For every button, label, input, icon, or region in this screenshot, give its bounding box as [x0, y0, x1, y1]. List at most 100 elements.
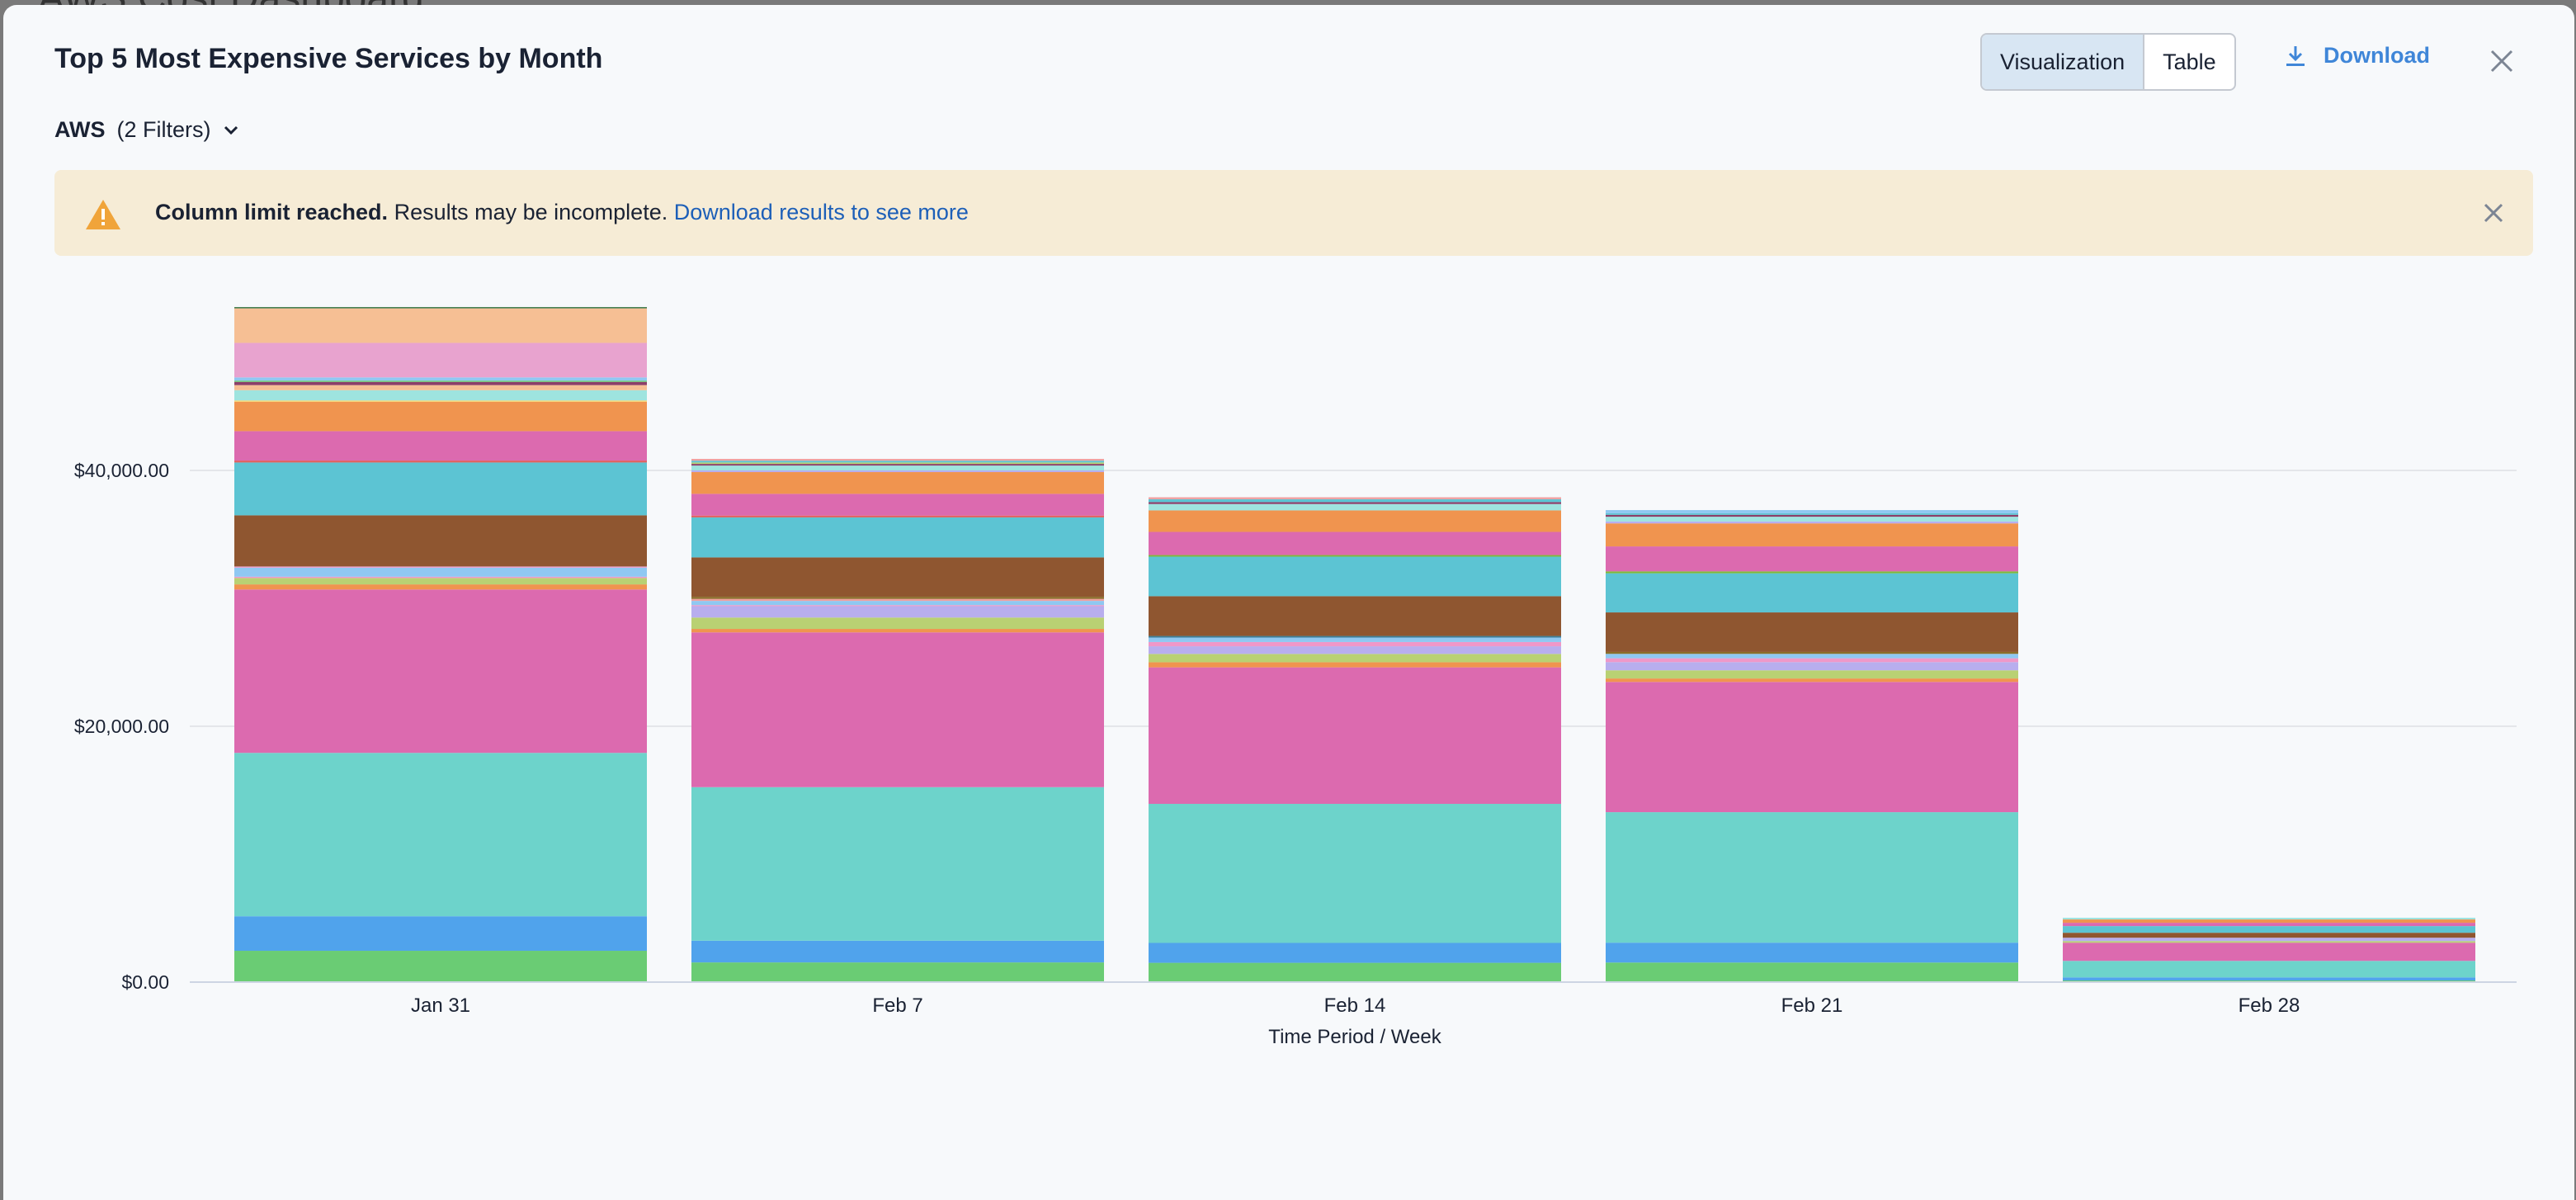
bar-segment[interactable] [1606, 514, 2018, 517]
bar-segment[interactable] [691, 606, 1104, 618]
bar-segment[interactable] [691, 515, 1104, 517]
bar-segment[interactable] [234, 462, 647, 516]
bar-segment[interactable] [1149, 498, 1561, 503]
bar-segment[interactable] [2063, 926, 2475, 933]
bar-segment[interactable] [234, 578, 647, 585]
bar-segment[interactable] [234, 385, 647, 390]
bar-segment[interactable] [234, 390, 647, 401]
bar-stack[interactable] [2063, 918, 2475, 982]
bar-segment[interactable] [1149, 497, 1561, 499]
bar-segment[interactable] [691, 632, 1104, 787]
bar-segment[interactable] [2063, 961, 2475, 978]
bar-segment[interactable] [234, 400, 647, 402]
bar-segment[interactable] [234, 584, 647, 590]
bar-segment[interactable] [691, 617, 1104, 630]
bar-stack[interactable] [691, 459, 1104, 982]
bar-segment[interactable] [1606, 523, 2018, 547]
bar-segment[interactable] [1149, 804, 1561, 943]
bar-segment[interactable] [2063, 980, 2475, 982]
bar-segment[interactable] [234, 916, 647, 952]
tab-visualization[interactable]: Visualization [1982, 35, 2145, 89]
bar-segment[interactable] [1606, 510, 2018, 513]
bar-segment[interactable] [691, 494, 1104, 516]
close-icon[interactable] [2487, 46, 2517, 76]
bar-segment[interactable] [1606, 812, 2018, 943]
bar-segment[interactable] [234, 576, 647, 579]
bar-segment[interactable] [2063, 977, 2475, 980]
bar-segment[interactable] [691, 464, 1104, 466]
bar-segment[interactable] [1606, 573, 2018, 613]
bar-segment[interactable] [1149, 555, 1561, 557]
bar-segment[interactable] [691, 940, 1104, 963]
bar-segment[interactable] [234, 308, 647, 343]
bar-segment[interactable] [1606, 962, 2018, 982]
bar-segment[interactable] [691, 472, 1104, 494]
bar-segment[interactable] [2063, 923, 2475, 927]
bar-stack[interactable] [234, 307, 647, 982]
download-button[interactable]: Download [2286, 43, 2430, 69]
bar-segment[interactable] [1606, 612, 2018, 652]
bar-segment[interactable] [2063, 943, 2475, 961]
bar-segment[interactable] [691, 629, 1104, 633]
bar-stack[interactable] [1606, 510, 2018, 982]
bar-segment[interactable] [691, 461, 1104, 463]
bar-segment[interactable] [1606, 662, 2018, 671]
bar-segment[interactable] [1606, 521, 2018, 524]
bar-segment[interactable] [1149, 596, 1561, 636]
bar-segment[interactable] [691, 597, 1104, 599]
download-results-link[interactable]: Download results to see more [673, 200, 969, 224]
bar-segment[interactable] [1149, 502, 1561, 504]
bar-segment[interactable] [691, 465, 1104, 470]
bar-segment[interactable] [234, 515, 647, 567]
bar-segment[interactable] [2063, 938, 2475, 942]
bar-segment[interactable] [1149, 662, 1561, 668]
bar-segment[interactable] [1606, 678, 2018, 683]
bar-segment[interactable] [691, 962, 1104, 982]
bar-segment[interactable] [234, 566, 647, 568]
bar-stack[interactable] [1149, 497, 1561, 982]
bar-segment[interactable] [1606, 670, 2018, 679]
bar-segment[interactable] [234, 380, 647, 382]
bar-segment[interactable] [1149, 646, 1561, 654]
bar-segment[interactable] [691, 605, 1104, 607]
bar-segment[interactable] [234, 461, 647, 463]
bar-segment[interactable] [234, 377, 647, 381]
bar-segment[interactable] [1149, 556, 1561, 597]
bar-segment[interactable] [691, 601, 1104, 606]
bar-segment[interactable] [2063, 919, 2475, 924]
bar-segment[interactable] [1606, 571, 2018, 574]
bar-segment[interactable] [234, 589, 647, 754]
bar-segment[interactable] [234, 343, 647, 378]
bar-segment[interactable] [691, 557, 1104, 598]
filter-dropdown[interactable]: AWS (2 Filters) [54, 117, 239, 143]
bar-segment[interactable] [234, 431, 647, 461]
bar-segment[interactable] [691, 462, 1104, 465]
bar-segment[interactable] [691, 787, 1104, 941]
bar-segment[interactable] [691, 459, 1104, 461]
bar-segment[interactable] [234, 401, 647, 432]
bar-segment[interactable] [1606, 658, 2018, 663]
bar-segment[interactable] [1149, 531, 1561, 555]
bar-segment[interactable] [234, 381, 647, 385]
bar-segment[interactable] [2063, 933, 2475, 938]
bar-segment[interactable] [1149, 635, 1561, 638]
bar-segment[interactable] [1606, 651, 2018, 654]
banner-close-icon[interactable] [2482, 201, 2505, 224]
bar-segment[interactable] [1606, 517, 2018, 522]
bar-segment[interactable] [691, 517, 1104, 558]
bar-segment[interactable] [1606, 682, 2018, 813]
bar-segment[interactable] [234, 567, 647, 577]
bar-segment[interactable] [1149, 943, 1561, 963]
bar-segment[interactable] [234, 753, 647, 917]
bar-segment[interactable] [1606, 654, 2018, 659]
bar-segment[interactable] [691, 470, 1104, 473]
bar-segment[interactable] [1149, 962, 1561, 982]
bar-segment[interactable] [1149, 654, 1561, 663]
bar-segment[interactable] [234, 951, 647, 982]
bar-segment[interactable] [1149, 667, 1561, 805]
bar-segment[interactable] [691, 598, 1104, 602]
bar-segment[interactable] [1606, 513, 2018, 515]
bar-segment[interactable] [2063, 918, 2475, 920]
bar-segment[interactable] [1149, 637, 1561, 642]
bar-segment[interactable] [234, 307, 647, 309]
